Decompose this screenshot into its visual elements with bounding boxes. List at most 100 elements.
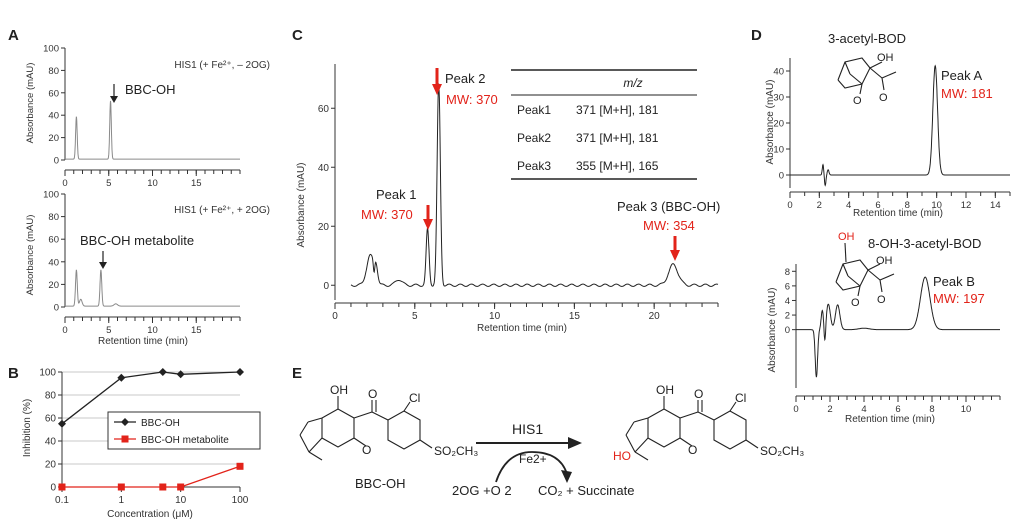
- d2-axes: 8 6 4 2 0 0 2 4 6 8 10: [785, 264, 1001, 415]
- c-mz-table: m/z Peak1 371 [M+H], 181 Peak2 371 [M+H]…: [511, 69, 697, 180]
- a2-axes: 100 80 60 40 20 00 5 10 15: [43, 190, 241, 336]
- y-tick-label: 0: [779, 171, 784, 182]
- d2-ylabel: Absorbance (mAU): [767, 287, 778, 372]
- x-tick-label: 20: [649, 311, 661, 322]
- c-table-row1-value: 371 [M+H], 181: [576, 103, 659, 117]
- b-marker-diamond: [236, 368, 244, 376]
- c-peak2-label: Peak 2: [445, 71, 485, 86]
- substrate-label-cl: Cl: [409, 391, 420, 405]
- a1-ylabel: Absorbance (mAU): [25, 63, 36, 144]
- y-tick-label: 0: [50, 483, 56, 494]
- b-series-line-2: [62, 465, 241, 488]
- x-tick-label: 12: [961, 200, 972, 211]
- y-tick-label: 4: [785, 296, 790, 307]
- x-tick-label: 5: [106, 325, 111, 336]
- c-table-row3-value: 355 [M+H], 165: [576, 159, 659, 173]
- y-tick-label: 0: [323, 281, 329, 292]
- b-marker-diamond: [176, 370, 185, 379]
- reaction-cofactor: Fe2+: [519, 452, 547, 466]
- d1-peak-label: Peak A: [941, 68, 983, 83]
- y-tick-label: 60: [48, 88, 59, 99]
- c-peak2-arrow: [432, 68, 442, 95]
- panel-letter-d: D: [751, 27, 762, 44]
- product-label-ho: HO: [613, 449, 631, 463]
- d2-structure-o2: O: [877, 294, 886, 306]
- x-tick-label: 4: [846, 200, 851, 211]
- x-tick-label: 2: [827, 404, 832, 415]
- d2-compound-name: 8-OH-3-acetyl-BOD: [868, 236, 981, 251]
- d2-peak-label: Peak B: [933, 274, 975, 289]
- chart-d-top: 40 30 20 10 0 0 2 4 6 8 10 12 14 Absorbance (mAU) Re…: [765, 31, 1011, 219]
- x-tick-label: 2: [817, 200, 822, 211]
- b-axes: 100 80 60 40 20 00.1 1 10 100: [39, 368, 248, 507]
- d1-structure-o2: O: [879, 92, 888, 104]
- a1-peak-arrow: [110, 84, 118, 103]
- product-label-o-top: O: [694, 387, 703, 401]
- d2-xlabel: Retention time (min): [845, 414, 935, 425]
- y-tick-label: 100: [43, 44, 59, 55]
- a2-peak-label: BBC-OH metabolite: [80, 233, 194, 248]
- x-tick-label: 10: [489, 311, 501, 322]
- substrate-label-o-ring: O: [362, 443, 371, 457]
- c-trace: [350, 83, 719, 287]
- c-peak1-mw: MW: 370: [361, 207, 413, 222]
- b-marker-diamond: [117, 373, 126, 382]
- product-structure: [625, 396, 759, 461]
- x-tick-label: 0.1: [55, 495, 69, 506]
- d2-structure-oh-red: OH: [838, 231, 855, 243]
- product-label-so2ch3: SO₂CH₃: [760, 444, 804, 458]
- x-tick-label: 15: [569, 311, 581, 322]
- y-tick-label: 20: [45, 460, 57, 471]
- c-ylabel: Absorbance (mAU): [296, 162, 307, 247]
- x-tick-label: 0: [332, 311, 338, 322]
- panel-letter-a: A: [8, 27, 19, 44]
- x-tick-label: 10: [961, 404, 972, 415]
- y-tick-label: 80: [48, 66, 59, 77]
- y-tick-label: 0: [785, 325, 790, 336]
- c-table-row3-peak: Peak3: [517, 159, 551, 173]
- y-tick-label: 0: [54, 303, 59, 314]
- c-table-row2-peak: Peak2: [517, 131, 551, 145]
- x-tick-label: 0: [793, 404, 798, 415]
- y-tick-label: 10: [773, 145, 784, 156]
- x-tick-label: 15: [191, 325, 202, 336]
- y-tick-label: 8: [785, 267, 790, 278]
- x-tick-label: 15: [191, 178, 202, 189]
- x-tick-label: 0: [62, 178, 67, 189]
- a2-xlabel: Retention time (min): [98, 336, 188, 347]
- y-tick-label: 40: [48, 257, 59, 268]
- b-legend-label-2: BBC-OH metabolite: [141, 435, 229, 446]
- x-tick-label: 5: [106, 178, 111, 189]
- a2-ylabel: Absorbance (mAU): [25, 215, 36, 296]
- c-peak1-arrow: [423, 205, 433, 230]
- substrate-label-o-top: O: [368, 387, 377, 401]
- y-tick-label: 80: [48, 212, 59, 223]
- c-table-row2-value: 371 [M+H], 181: [576, 131, 659, 145]
- y-tick-label: 20: [318, 222, 330, 233]
- c-xlabel: Retention time (min): [477, 323, 567, 334]
- b-marker-square: [236, 462, 244, 470]
- chart-b: 100 80 60 40 20 00.1 1 10 100 Inhibition (%) Con…: [22, 368, 261, 520]
- c-peak3-label: Peak 3 (BBC-OH): [617, 199, 720, 214]
- a2-peak-arrow: [99, 251, 107, 269]
- x-tick-label: 6: [875, 200, 880, 211]
- d1-compound-name: 3-acetyl-BOD: [828, 31, 906, 46]
- panel-letter-e: E: [292, 365, 302, 382]
- reaction-scheme: OH O Cl O SO₂CH₃ BBC-OH HIS1 Fe2+ 2OG +O…: [299, 383, 804, 498]
- a2-trace: [65, 269, 240, 307]
- d2-structure-o1: O: [851, 297, 860, 309]
- panel-letter-b: B: [8, 365, 19, 382]
- c-table-header: m/z: [623, 76, 642, 90]
- reaction-cosubstrate: 2OG +O 2: [452, 483, 512, 498]
- x-tick-label: 1: [119, 495, 125, 506]
- y-tick-label: 20: [48, 133, 59, 144]
- d2-trace: [796, 276, 1000, 378]
- product-label-o-ring: O: [688, 443, 697, 457]
- b-xlabel: Concentration (μM): [107, 509, 193, 520]
- c-table-row1-peak: Peak1: [517, 103, 551, 117]
- d1-structure-oh: OH: [877, 52, 894, 64]
- reaction-curved-arrow-head: [561, 470, 572, 483]
- y-tick-label: 60: [318, 104, 330, 115]
- a2-annotation: HIS1 (+ Fe²⁺, + 2OG): [174, 205, 270, 216]
